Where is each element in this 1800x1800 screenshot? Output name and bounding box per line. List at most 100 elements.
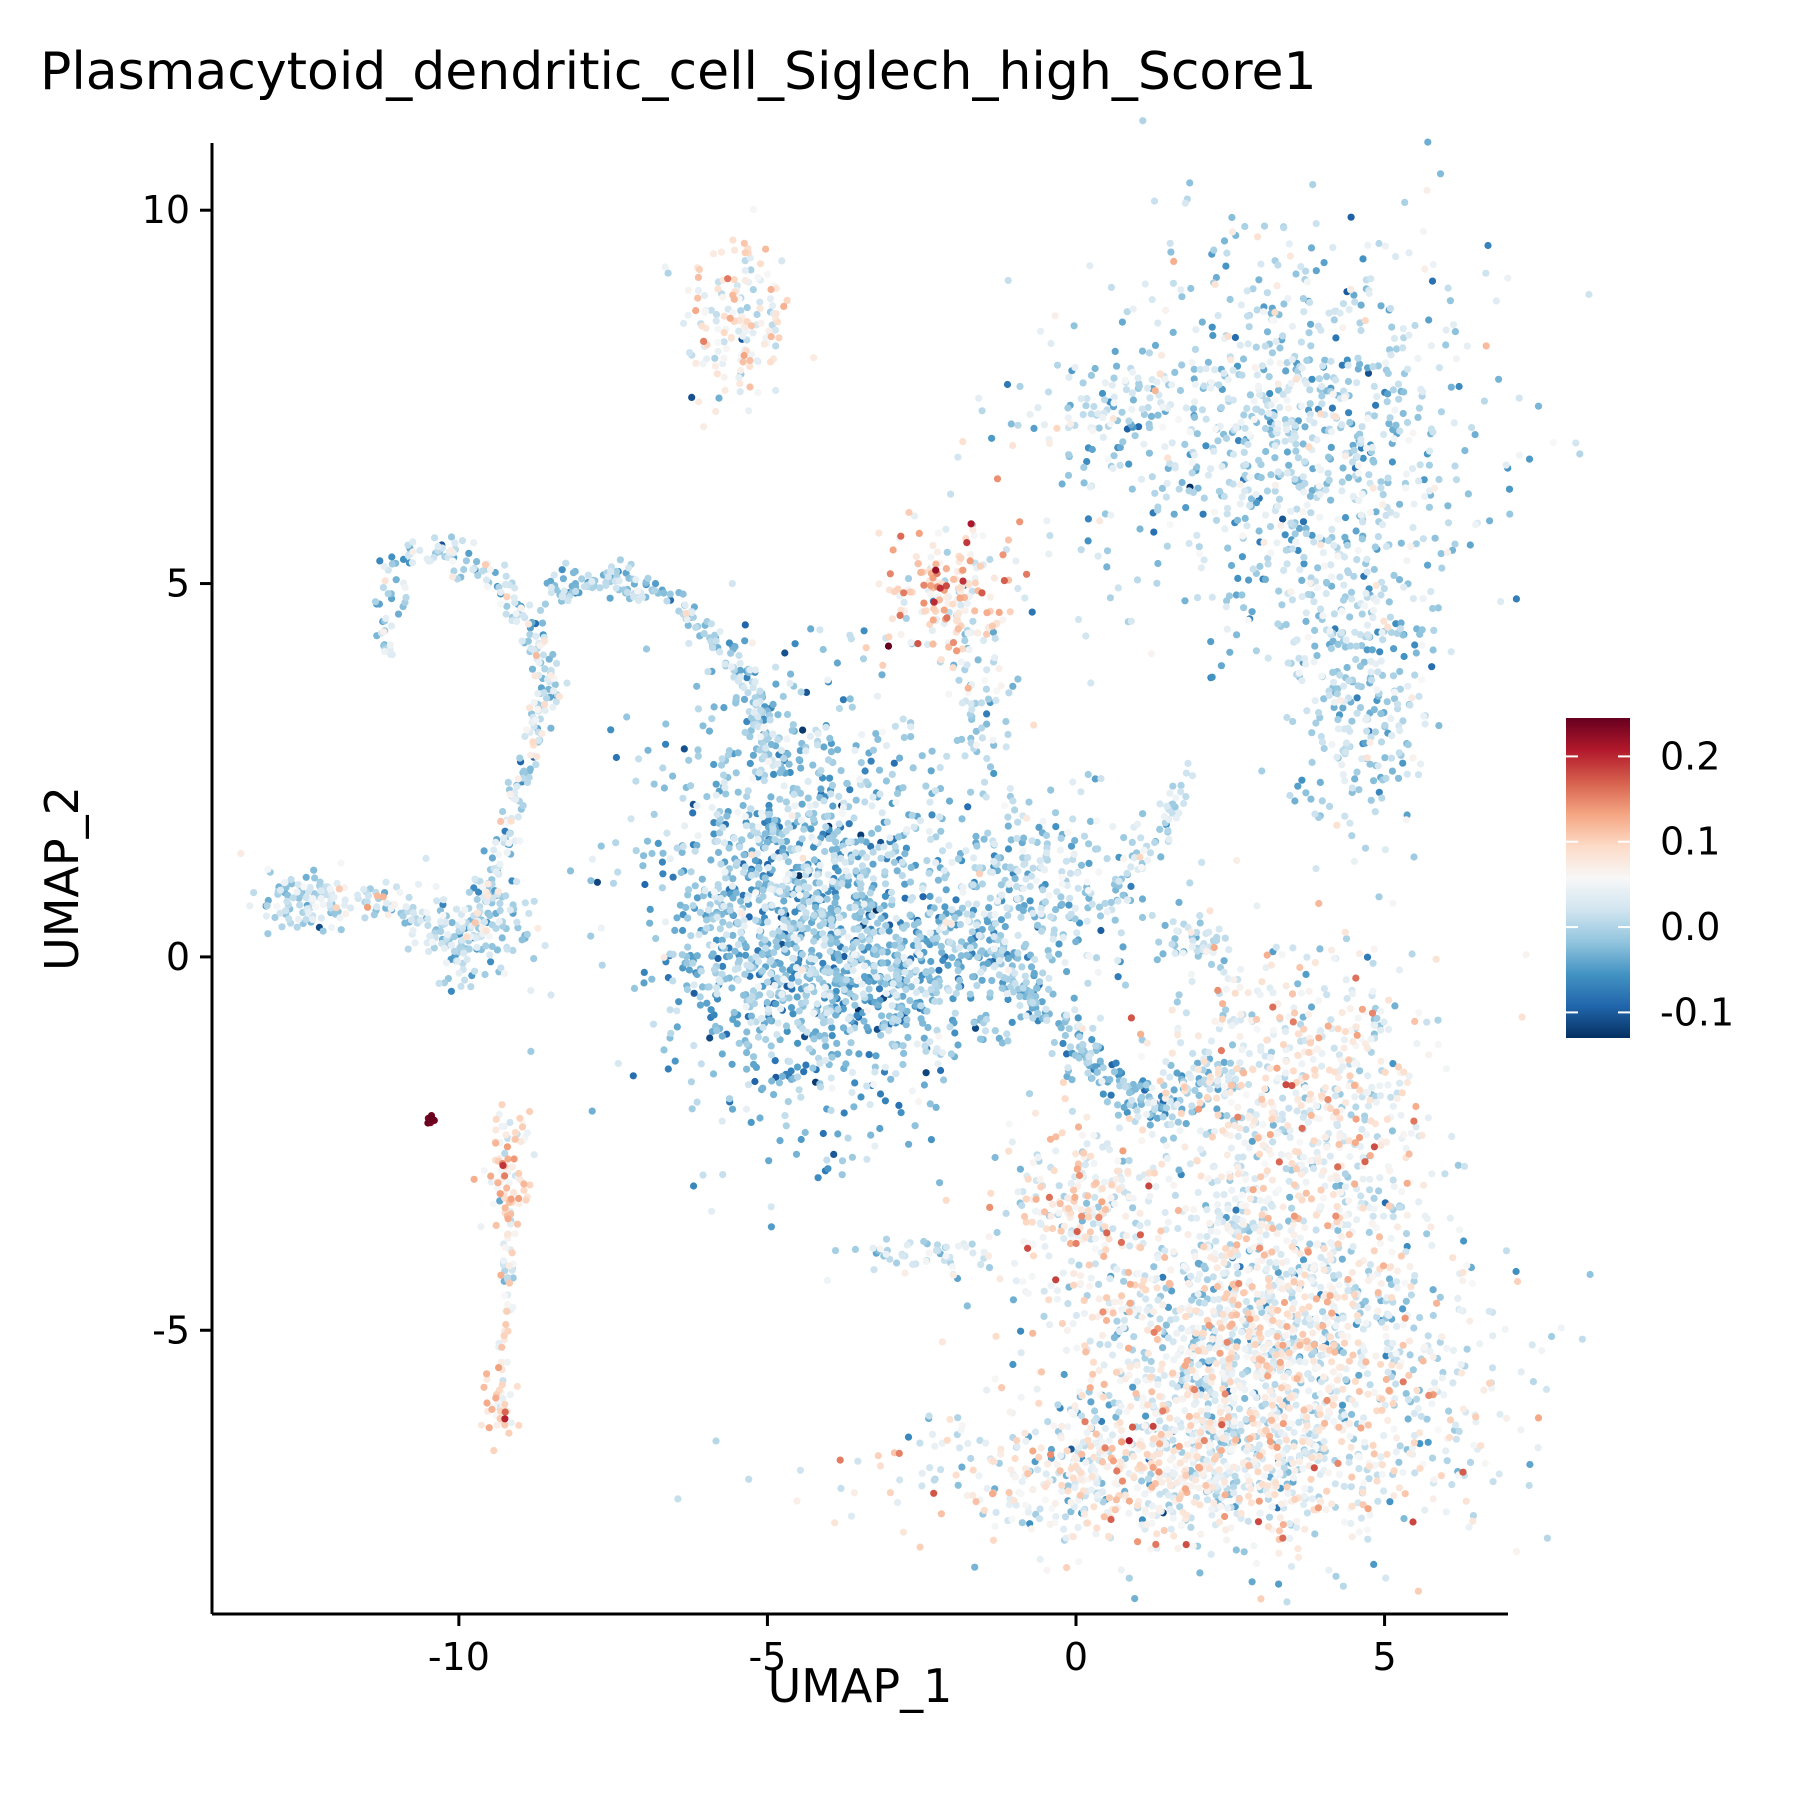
data-point bbox=[1207, 960, 1216, 969]
data-point bbox=[627, 815, 635, 823]
data-point bbox=[1246, 391, 1254, 399]
data-point bbox=[361, 914, 369, 922]
data-point bbox=[1245, 323, 1253, 331]
data-point bbox=[1157, 853, 1165, 861]
data-point bbox=[405, 893, 413, 902]
data-point bbox=[1343, 541, 1351, 549]
data-point bbox=[654, 839, 662, 848]
data-point bbox=[1416, 1314, 1424, 1322]
data-point bbox=[1382, 1352, 1390, 1360]
data-point bbox=[587, 932, 595, 940]
data-point bbox=[870, 928, 878, 936]
data-point bbox=[283, 897, 291, 905]
data-point bbox=[504, 778, 512, 787]
data-point bbox=[660, 784, 669, 792]
data-point bbox=[1022, 875, 1030, 883]
data-point bbox=[829, 802, 837, 810]
data-point bbox=[1101, 396, 1109, 404]
data-point bbox=[1263, 328, 1272, 336]
data-point bbox=[846, 1026, 854, 1034]
data-point bbox=[949, 995, 957, 1003]
data-point bbox=[737, 928, 745, 937]
data-point bbox=[1169, 328, 1177, 336]
data-point bbox=[759, 886, 767, 894]
data-point bbox=[766, 716, 774, 724]
data-point bbox=[971, 1024, 980, 1032]
data-point bbox=[1323, 373, 1331, 381]
data-point bbox=[835, 704, 844, 713]
data-point bbox=[728, 1060, 736, 1068]
data-point bbox=[1099, 1090, 1107, 1098]
data-point bbox=[693, 894, 702, 902]
data-point bbox=[1394, 774, 1403, 782]
data-point bbox=[980, 778, 989, 786]
data-point bbox=[448, 919, 456, 927]
data-point bbox=[1444, 502, 1452, 510]
data-point bbox=[833, 1039, 841, 1047]
data-point bbox=[1310, 538, 1318, 546]
data-point bbox=[1187, 284, 1195, 293]
data-point bbox=[1066, 869, 1075, 878]
data-point bbox=[884, 851, 892, 859]
data-point bbox=[1243, 404, 1251, 412]
data-point bbox=[752, 916, 760, 924]
data-point bbox=[790, 790, 798, 799]
data-point bbox=[1396, 500, 1404, 508]
data-point bbox=[1388, 1127, 1396, 1135]
data-point bbox=[1138, 1516, 1146, 1524]
data-point bbox=[1400, 652, 1408, 661]
data-point bbox=[1116, 1067, 1124, 1075]
data-point bbox=[1344, 377, 1352, 386]
data-point bbox=[1064, 1300, 1072, 1308]
data-point bbox=[1142, 1295, 1150, 1303]
data-point bbox=[1069, 815, 1077, 823]
data-point bbox=[834, 746, 842, 754]
data-point bbox=[891, 842, 899, 851]
data-point bbox=[1085, 1053, 1093, 1061]
data-point bbox=[1366, 760, 1374, 768]
data-point bbox=[1299, 518, 1308, 526]
data-point bbox=[734, 788, 742, 796]
data-point bbox=[1065, 1025, 1073, 1033]
data-point bbox=[899, 924, 908, 932]
data-point bbox=[846, 786, 854, 794]
data-point bbox=[1294, 980, 1302, 988]
data-point bbox=[614, 868, 622, 876]
data-point bbox=[1412, 649, 1420, 657]
data-point bbox=[1374, 668, 1382, 676]
data-point bbox=[1029, 1014, 1037, 1022]
data-point bbox=[963, 910, 971, 918]
data-point bbox=[851, 1079, 859, 1087]
data-point bbox=[518, 936, 526, 944]
data-point bbox=[848, 703, 856, 711]
data-point bbox=[786, 924, 794, 933]
data-point bbox=[1377, 738, 1386, 746]
data-point bbox=[748, 992, 756, 1001]
data-point bbox=[1312, 267, 1320, 275]
data-point bbox=[799, 726, 807, 734]
data-point bbox=[722, 790, 730, 798]
data-point bbox=[1338, 1255, 1346, 1263]
data-point bbox=[824, 812, 832, 820]
data-point bbox=[1285, 461, 1293, 469]
data-point bbox=[1107, 1091, 1115, 1099]
data-point bbox=[774, 711, 782, 719]
data-point bbox=[1437, 550, 1445, 558]
data-point bbox=[761, 936, 769, 944]
data-point bbox=[824, 1165, 832, 1173]
data-point bbox=[1434, 1016, 1442, 1024]
data-point bbox=[278, 923, 286, 931]
data-point bbox=[1159, 1113, 1167, 1121]
data-point bbox=[712, 984, 721, 992]
data-point bbox=[779, 965, 787, 973]
data-point bbox=[845, 1048, 853, 1057]
data-point bbox=[1244, 441, 1252, 449]
data-point bbox=[370, 911, 378, 919]
data-point bbox=[835, 820, 843, 828]
data-point bbox=[827, 748, 836, 756]
data-point bbox=[475, 888, 483, 896]
data-point bbox=[1209, 1273, 1217, 1281]
data-point bbox=[893, 957, 902, 965]
data-point bbox=[734, 940, 743, 949]
data-point bbox=[816, 626, 824, 634]
